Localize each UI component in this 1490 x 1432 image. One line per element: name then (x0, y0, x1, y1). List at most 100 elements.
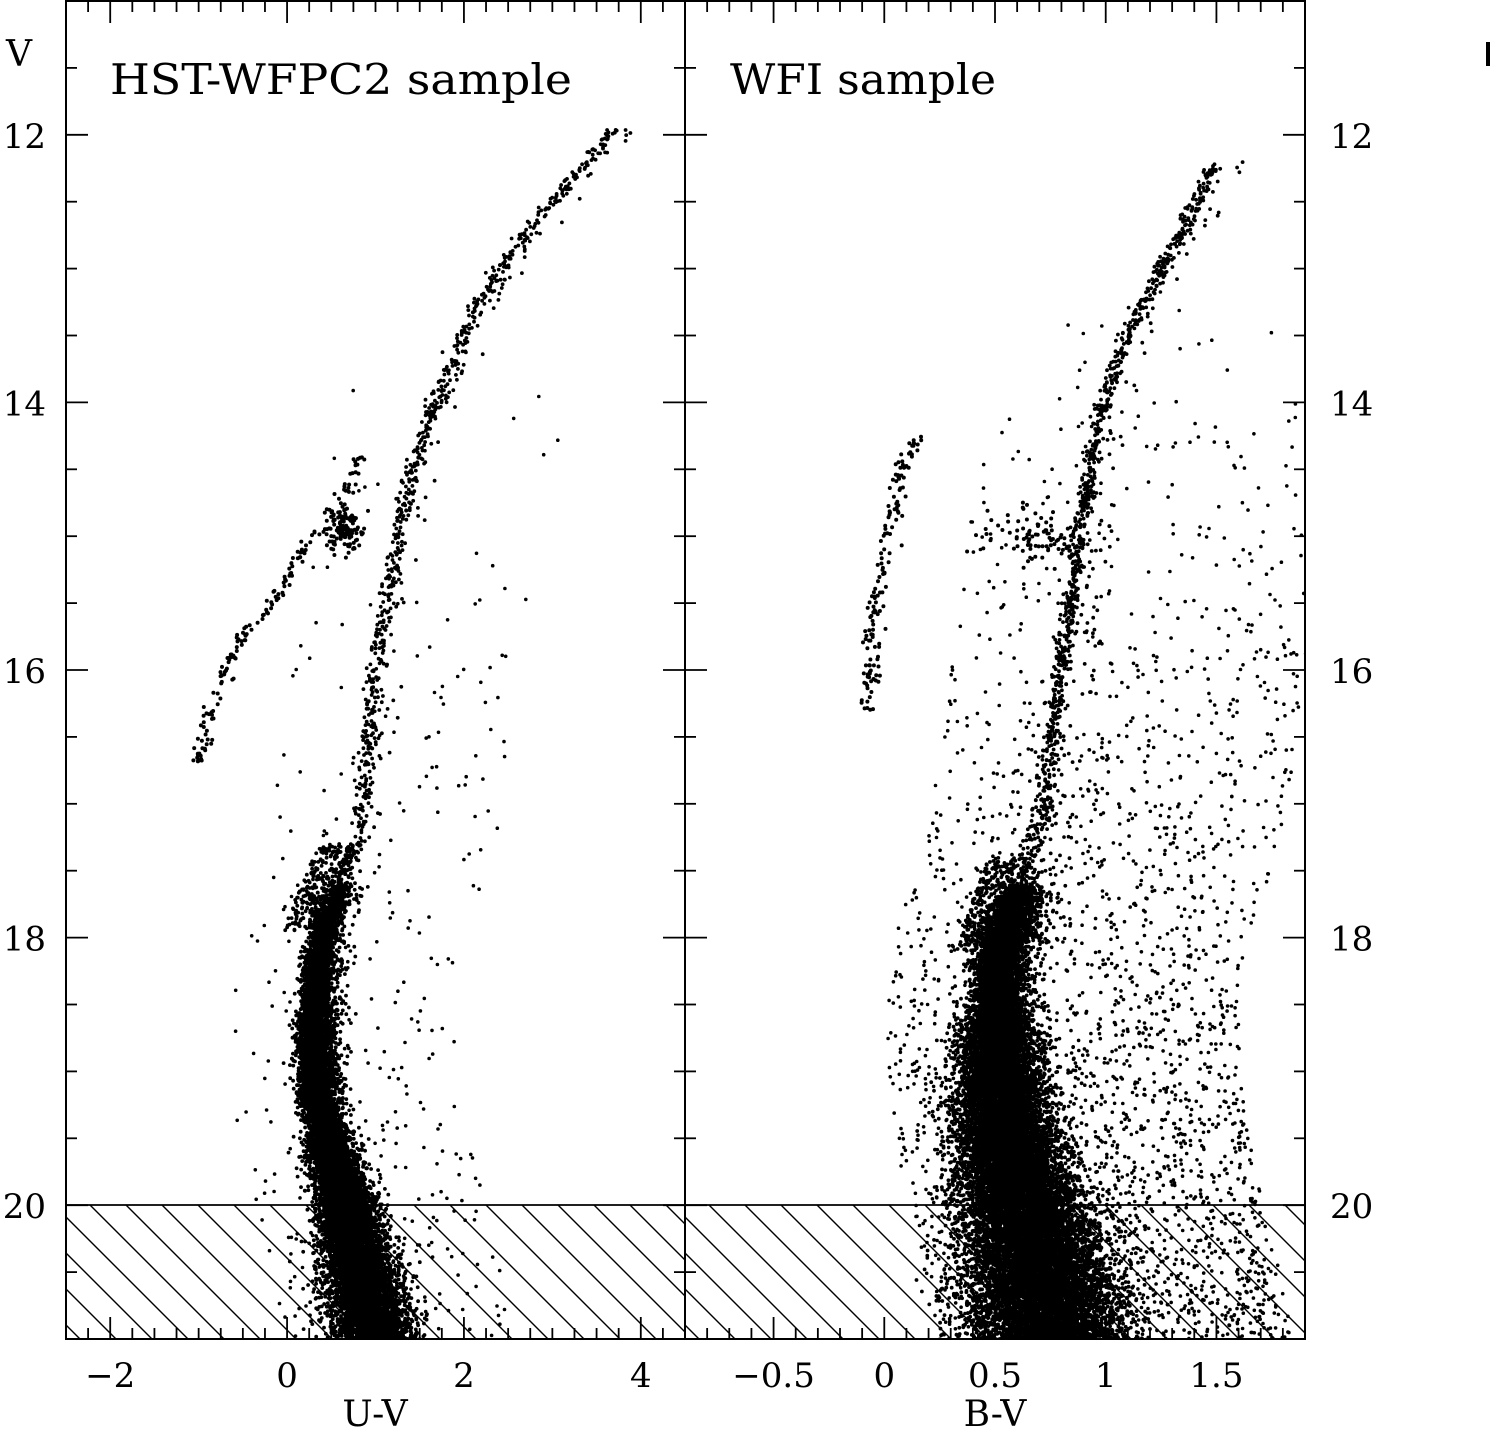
star-point (400, 548, 405, 552)
star-point (352, 944, 357, 949)
star-point (404, 517, 409, 522)
star-point (498, 277, 503, 282)
star-point (490, 265, 495, 270)
hatch-line (593, 1204, 685, 1297)
star-point (384, 1340, 388, 1344)
star-point (369, 719, 374, 723)
star-point (603, 143, 608, 148)
hatch-line (377, 1204, 513, 1339)
star-point (367, 1344, 371, 1348)
star-point (358, 1341, 362, 1345)
star-point (376, 811, 380, 815)
star-point (352, 887, 357, 892)
star-point (423, 1299, 428, 1304)
hatch-line (66, 1252, 153, 1339)
star-point (466, 308, 471, 312)
star-point (378, 1340, 382, 1344)
star-point (407, 1301, 412, 1306)
star-point (367, 1343, 371, 1347)
star-point (494, 273, 499, 278)
star-point (414, 558, 418, 562)
star-point (349, 1342, 353, 1346)
star-point (351, 755, 356, 760)
star-point (303, 1189, 307, 1193)
star-point (351, 1345, 355, 1349)
star-point (472, 315, 477, 320)
star-point (441, 378, 446, 383)
star-point (368, 1340, 372, 1344)
star-point (349, 1342, 353, 1346)
star-point (287, 1259, 292, 1264)
star-point (342, 924, 347, 929)
star-point (399, 684, 404, 689)
star-point (372, 825, 376, 830)
hatch-line (89, 1204, 225, 1339)
star-point (598, 142, 603, 147)
star-point (400, 1313, 404, 1318)
star-point (398, 490, 403, 495)
star-point (394, 1343, 398, 1347)
star-point (480, 298, 484, 303)
star-point (323, 1341, 327, 1345)
hatch-line (197, 1204, 333, 1339)
star-point (361, 687, 366, 691)
star-point (371, 1343, 375, 1347)
star-point (472, 319, 476, 324)
star-point (370, 690, 375, 694)
star-point (384, 1340, 388, 1344)
star-point (344, 1340, 348, 1344)
star-point (377, 1342, 381, 1346)
left-star-points (191, 127, 633, 1349)
star-point (391, 1341, 395, 1345)
star-point (305, 1207, 310, 1212)
hatch-line (413, 1204, 549, 1339)
star-point (310, 1200, 315, 1204)
hatch-line (125, 1204, 261, 1339)
star-point (470, 326, 474, 330)
star-point (387, 1340, 391, 1344)
star-point (397, 577, 401, 582)
star-point (327, 1343, 331, 1347)
star-point (382, 1214, 387, 1219)
star-point (335, 980, 340, 985)
star-point (351, 1341, 355, 1345)
star-point (298, 1129, 303, 1134)
star-point (415, 1342, 419, 1346)
star-point (288, 1063, 292, 1067)
star-point (551, 202, 556, 207)
star-point (396, 541, 400, 545)
star-point (386, 1218, 391, 1223)
star-point (378, 1341, 382, 1345)
star-point (423, 440, 427, 444)
star-point (379, 1341, 383, 1345)
star-point (527, 221, 532, 225)
star-point (423, 460, 428, 465)
star-point (384, 1340, 388, 1344)
star-point (384, 1344, 388, 1348)
star-point (567, 181, 572, 186)
star-point (380, 1343, 384, 1347)
star-point (460, 349, 465, 354)
star-point (417, 431, 422, 436)
star-point (296, 1112, 300, 1117)
star-point (440, 350, 445, 355)
star-point (387, 1343, 391, 1347)
star-point (367, 1342, 371, 1346)
star-point (384, 624, 389, 628)
star-point (374, 1345, 378, 1349)
star-point (598, 151, 602, 156)
star-point (367, 769, 372, 774)
star-point (381, 1344, 385, 1348)
star-point (384, 664, 389, 668)
star-point (346, 944, 351, 948)
hatch-line (629, 1204, 685, 1261)
star-point (561, 193, 566, 198)
star-point (466, 304, 470, 309)
star-point (416, 514, 420, 518)
star-point (324, 1304, 329, 1309)
star-point (369, 1340, 373, 1344)
star-point (338, 1037, 342, 1042)
star-point (524, 227, 528, 232)
star-point (409, 1344, 413, 1348)
